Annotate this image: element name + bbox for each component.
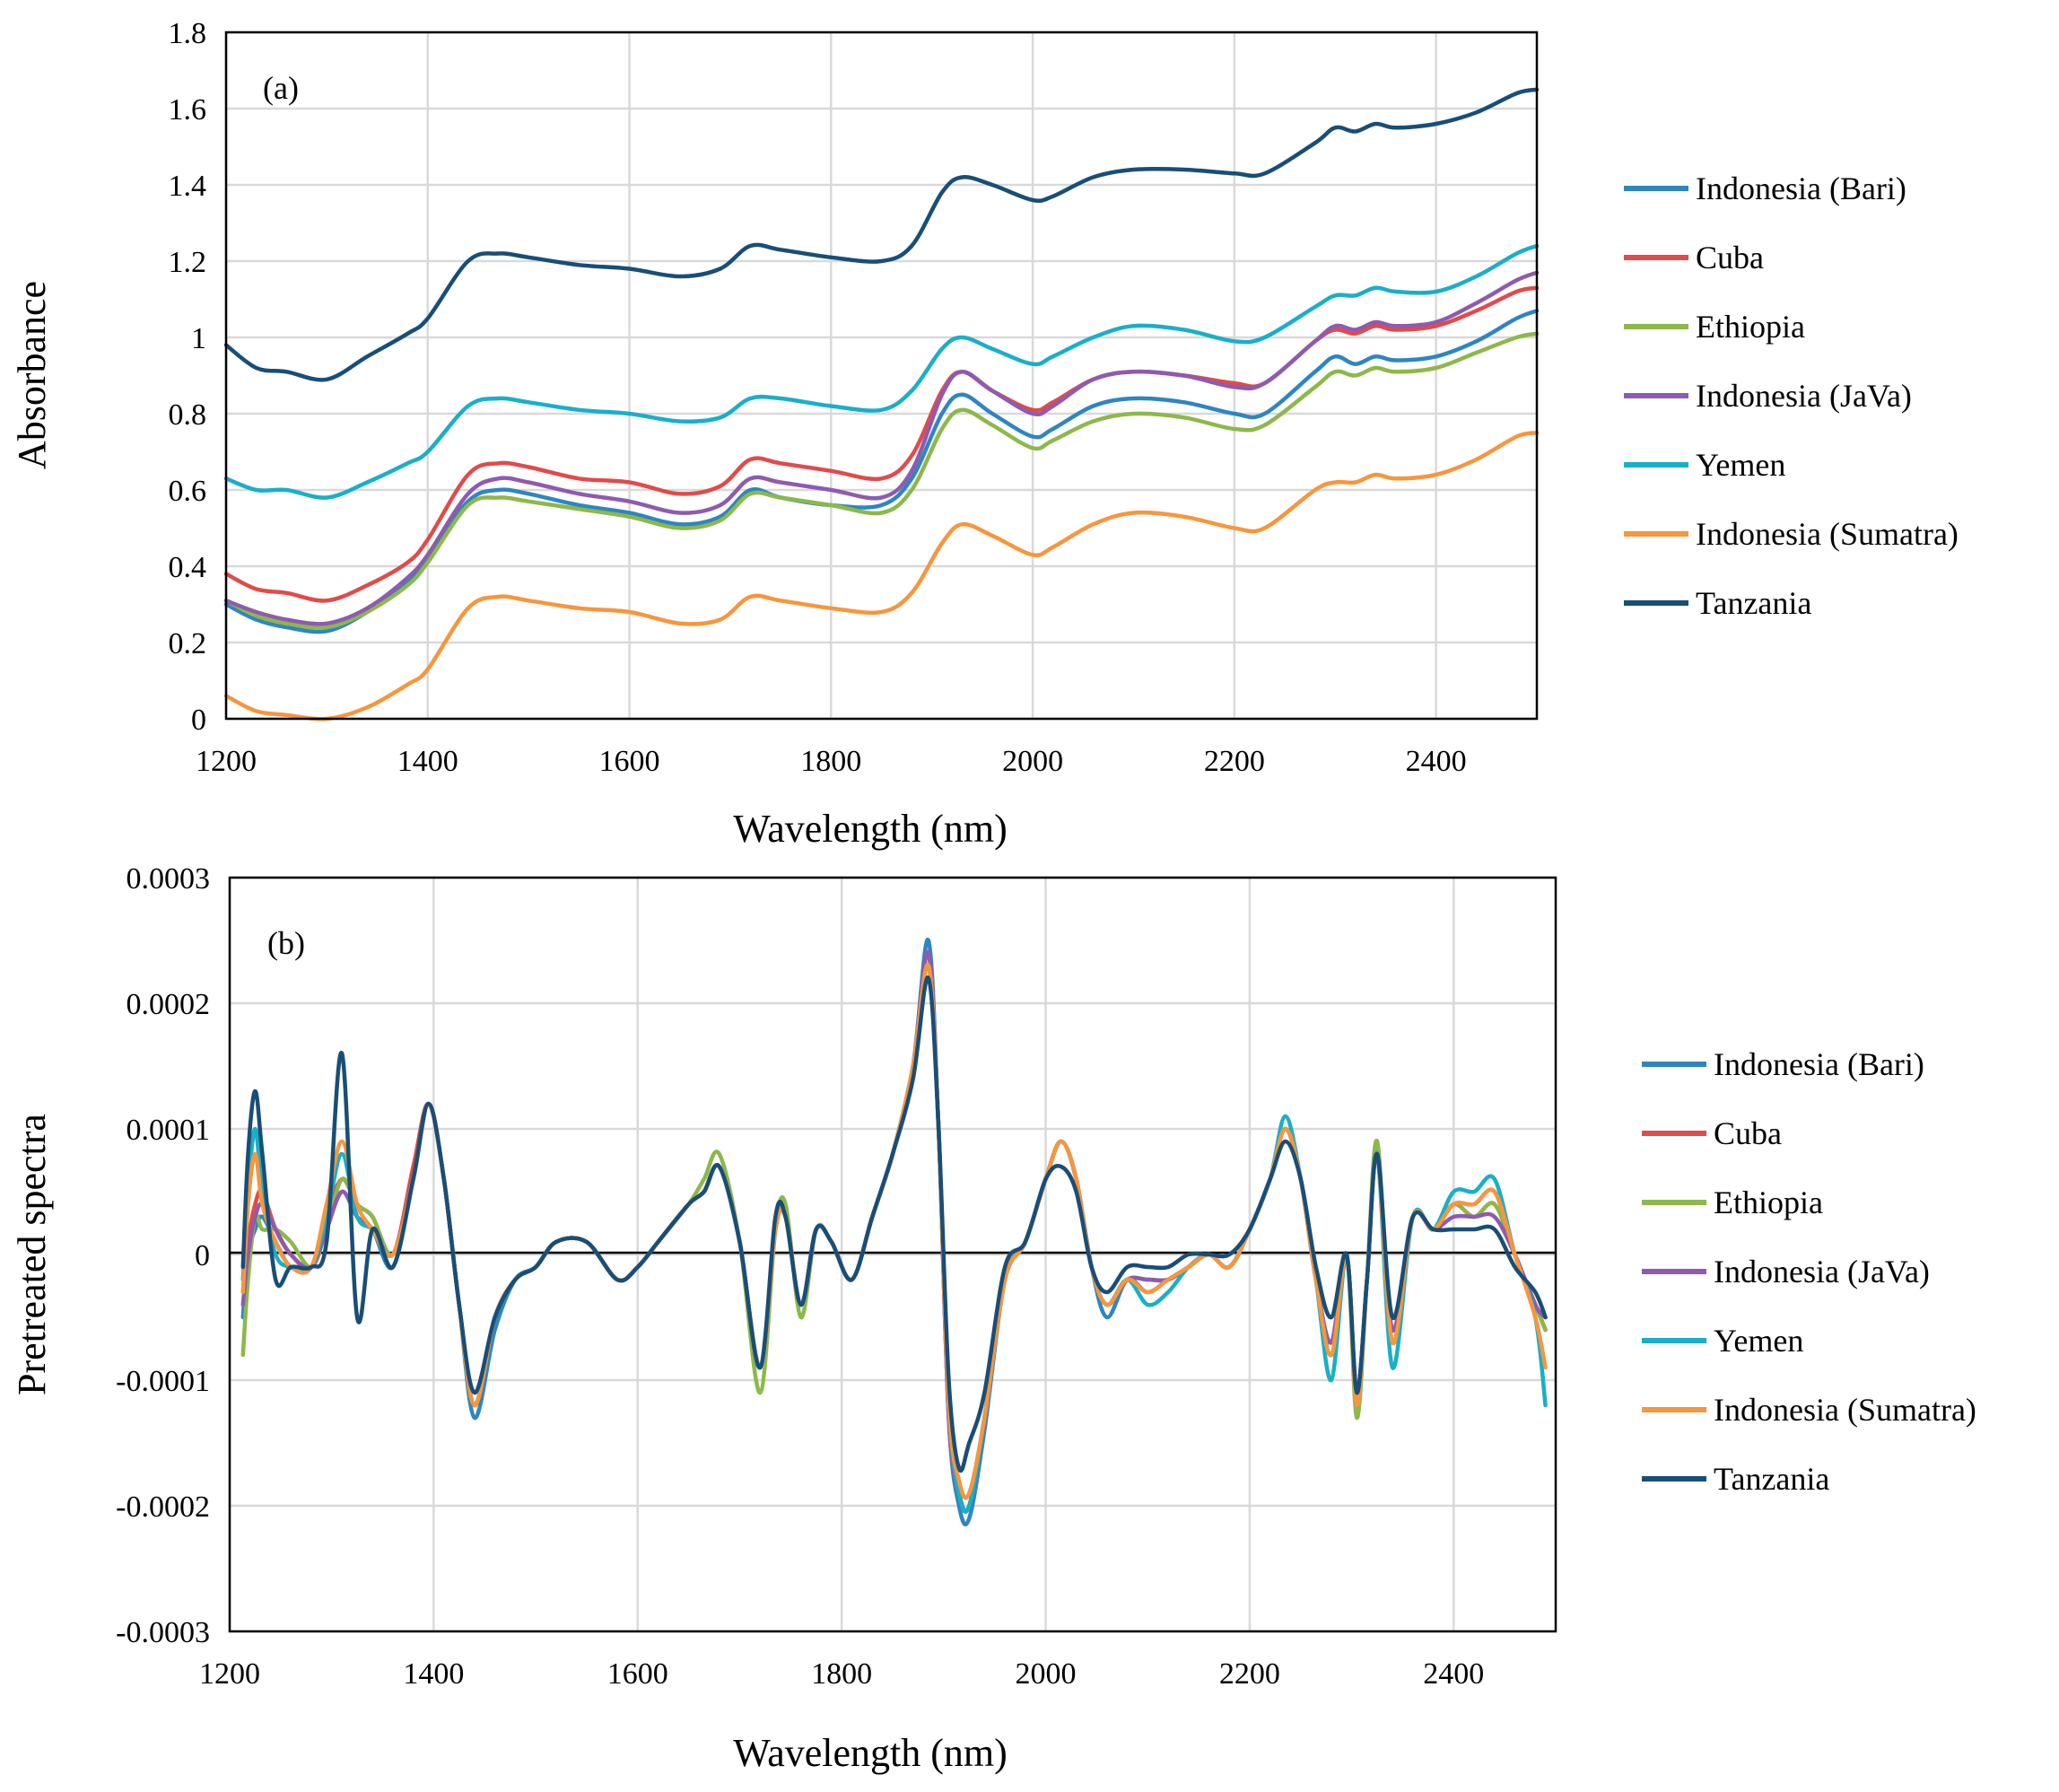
y-tick-label: 1 [191,322,206,355]
series-line-indonesia-java [223,270,1540,626]
series-line-indonesia-sumatra [223,431,1540,721]
series-line-indonesia-sumatra [240,962,1548,1500]
x-tick-label: 1400 [397,745,458,778]
y-tick-label: 0.8 [169,398,207,432]
series-line-indonesia-java [240,949,1548,1514]
y-tick-label: 0.0002 [127,988,211,1021]
x-tick-label: 1200 [196,745,257,778]
x-tick-label: 1600 [599,745,660,778]
x-tick-label: 1600 [607,1657,668,1691]
series-line-yemen [223,243,1540,500]
y-tick-label: 0 [191,704,206,737]
panel-b-label: (b) [267,925,305,961]
series-line-cuba [223,285,1540,603]
legend-label-indonesia-sumatra: Indonesia (Sumatra) [1696,516,1959,552]
legend-label-indonesia-sumatra: Indonesia (Sumatra) [1714,1392,1976,1428]
y-tick-label: -0.0003 [116,1616,210,1649]
y-tick-label: 1.6 [169,93,207,127]
legend-label-yemen: Yemen [1696,447,1785,483]
panel-b-grid [228,876,1556,1633]
y-tick-label: 0.4 [169,551,207,584]
y-tick-label: 1.2 [169,246,207,279]
legend-label-ethiopia: Ethiopia [1696,309,1805,345]
legend-label-cuba: Cuba [1714,1115,1782,1151]
panel-b-legend: Indonesia (Bari) Cuba Ethiopia Indonesia (J… [1642,1046,1976,1497]
panel-a-x-axis-label: Wavelength (nm) [733,807,1008,851]
x-tick-label: 1800 [800,745,861,778]
x-tick-label: 1800 [811,1657,872,1691]
legend-label-cuba: Cuba [1696,240,1764,275]
y-tick-label: -0.0002 [116,1490,210,1524]
series-line-indonesia-bari [240,938,1548,1526]
x-tick-label: 2200 [1204,745,1265,778]
series-line-ethiopia [223,331,1540,630]
y-tick-label: 1.8 [169,17,207,50]
legend-label-indonesia-java: Indonesia (JaVa) [1696,378,1912,414]
y-tick-label: 0 [195,1239,210,1272]
x-tick-label: 2400 [1406,745,1467,778]
panel-b-plot-frame [228,876,1557,1633]
panel-a-y-ticks: 0 0.2 0.4 0.6 0.8 1 1.2 1.4 1.6 1.8 [169,17,207,737]
panel-a-y-axis-label: Absorbance [10,281,54,469]
panel-b-y-ticks: 0.0003 0.0002 0.0001 0 -0.0001 -0.0002 -0.0003 [116,862,210,1649]
panel-b-x-axis-label: Wavelength (nm) [733,1731,1008,1775]
x-tick-label: 1400 [403,1657,464,1691]
x-tick-label: 2400 [1423,1657,1484,1691]
legend-label-indonesia-java: Indonesia (JaVa) [1714,1254,1930,1289]
panel-a-legend: Indonesia (Bari) Cuba Ethiopia Indonesia (J… [1624,170,1959,621]
series-line-indonesia-bari [223,309,1540,634]
series-line-ethiopia [240,962,1548,1500]
legend-label-tanzania: Tanzania [1696,585,1811,621]
panel-b-y-axis-label: Pretreated spectra [10,1114,54,1395]
y-tick-label: -0.0001 [116,1365,210,1398]
panel-a-plot-frame [224,31,1539,721]
x-tick-label: 1200 [199,1657,260,1691]
x-tick-label: 2000 [1002,745,1063,778]
panel-a-label: (a) [263,70,299,106]
panel-a-series [223,87,1540,721]
legend-label-tanzania: Tanzania [1714,1461,1829,1497]
series-line-yemen [240,962,1548,1514]
legend-label-indonesia-bari: Indonesia (Bari) [1696,170,1906,206]
series-line-tanzania [223,87,1540,382]
legend-label-indonesia-bari: Indonesia (Bari) [1714,1046,1924,1082]
panel-b-series [240,938,1548,1526]
x-tick-label: 2200 [1219,1657,1280,1691]
panel-b-x-ticks: 1200 1400 1600 1800 2000 2200 2400 [199,1657,1484,1691]
y-tick-label: 0.0001 [127,1114,211,1147]
legend-label-ethiopia: Ethiopia [1714,1184,1823,1220]
legend-label-yemen: Yemen [1714,1323,1803,1359]
panel-a-absorbance-chart: 00.20.40.60.811.21.41.61.8 1200 1400 1600 1… [10,17,1959,851]
y-tick-label: 0.6 [169,475,207,508]
series-line-tanzania [240,975,1548,1473]
panel-a-grid [224,31,1537,721]
x-tick-label: 2000 [1016,1657,1077,1691]
y-tick-label: 0.0003 [127,862,211,896]
panel-a-x-ticks: 1200 1400 1600 1800 2000 2200 2400 [196,745,1467,778]
panel-b-pretreated-chart: 0.0003 0.0002 0.0001 0 -0.0001 -0.0002 -0.0003… [10,862,1976,1775]
series-line-cuba [240,949,1548,1514]
y-tick-label: 1.4 [169,170,207,203]
y-tick-label: 0.2 [169,627,207,660]
